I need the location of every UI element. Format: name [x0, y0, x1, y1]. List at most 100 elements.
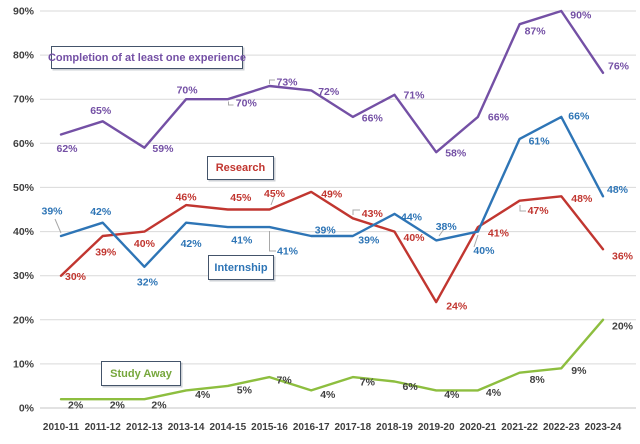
data-label-study-away: 2% [110, 400, 126, 412]
data-label-study-away: 7% [277, 375, 293, 387]
data-label-completion-of-at-least-one-experience: 65% [90, 105, 112, 117]
y-axis-tick-label: 0% [19, 403, 35, 415]
data-label-research: 41% [488, 228, 510, 240]
x-axis-tick-label: 2012-13 [126, 422, 163, 433]
data-label-research: 24% [446, 301, 468, 313]
series-line-study-away [59, 318, 605, 401]
series-label-box-study-away: Study Away [101, 361, 181, 386]
data-label-research: 39% [95, 247, 117, 259]
series-line-internship [59, 115, 605, 268]
data-label-research: 47% [528, 205, 550, 217]
x-axis-tick-label: 2019-20 [418, 422, 455, 433]
data-label-research: 48% [571, 193, 593, 205]
data-label-internship: 32% [137, 276, 159, 288]
x-axis-tick-label: 2013-14 [168, 422, 205, 433]
data-label-completion-of-at-least-one-experience: 76% [608, 60, 630, 72]
data-label-research: 30% [65, 271, 87, 283]
data-label-internship: 38% [436, 221, 458, 233]
data-label-research: 46% [176, 192, 198, 204]
series-label-internship: Internship [214, 261, 268, 274]
x-axis-tick-label: 2018-19 [376, 422, 413, 433]
data-label-completion-of-at-least-one-experience: 90% [570, 10, 592, 22]
data-label-research: 45% [230, 192, 252, 204]
data-label-study-away: 9% [571, 365, 587, 377]
data-label-internship: 39% [315, 225, 337, 237]
data-label-research: 36% [612, 251, 634, 263]
data-label-completion-of-at-least-one-experience: 58% [445, 148, 467, 160]
series-label-completion: Completion of at least one experience [47, 51, 247, 64]
x-axis-tick-label: 2016-17 [293, 422, 330, 433]
y-axis-tick-label: 20% [13, 314, 35, 326]
series-label-research: Research [215, 162, 266, 174]
y-axis-tick-label: 40% [13, 226, 35, 238]
data-label-study-away: 2% [68, 400, 84, 412]
data-label-study-away: 5% [237, 384, 253, 396]
data-label-research: 43% [362, 208, 384, 220]
series-line-completion-of-at-least-one-experience [59, 9, 605, 154]
data-label-research: 40% [134, 238, 156, 250]
series-label-box-internship: Internship [208, 255, 274, 280]
data-label-completion-of-at-least-one-experience: 71% [404, 89, 426, 101]
data-label-internship: 61% [529, 135, 551, 147]
y-axis-tick-label: 80% [13, 50, 35, 62]
data-label-leader-line [473, 234, 479, 248]
data-label-completion-of-at-least-one-experience: 70% [236, 98, 258, 110]
data-label-internship: 40% [473, 245, 495, 257]
data-label-internship: 39% [41, 206, 63, 218]
data-label-internship: 39% [358, 235, 380, 247]
y-axis-tick-label: 30% [13, 270, 35, 282]
data-label-internship: 66% [568, 110, 590, 122]
data-label-completion-of-at-least-one-experience: 87% [525, 26, 547, 38]
x-axis-tick-label: 2022-23 [543, 422, 580, 433]
x-axis-tick-label: 2011-12 [85, 422, 122, 433]
data-label-leader-line [352, 209, 360, 215]
y-axis-tick-label: 90% [13, 6, 35, 18]
series-line-research [59, 190, 605, 304]
x-axis-tick-label: 2010-11 [43, 422, 80, 433]
data-label-completion-of-at-least-one-experience: 59% [152, 143, 174, 155]
data-label-study-away: 4% [444, 389, 460, 401]
data-label-internship: 41% [277, 246, 299, 258]
data-label-leader-line [269, 79, 275, 84]
y-axis-tick-label: 70% [13, 94, 35, 106]
series-label-box-research: Research [207, 156, 274, 180]
data-label-leader-line [228, 101, 234, 106]
y-axis-tick-label: 10% [13, 358, 35, 370]
data-label-leader-line [270, 196, 275, 206]
x-axis-tick-label: 2021-22 [501, 422, 538, 433]
data-label-leader-line [438, 228, 445, 237]
x-axis-tick-label: 2017-18 [334, 422, 371, 433]
data-label-study-away: 8% [530, 374, 546, 386]
data-label-leader-line [269, 231, 276, 252]
data-label-internship: 42% [90, 206, 112, 218]
data-label-completion-of-at-least-one-experience: 62% [56, 143, 78, 155]
data-label-study-away: 4% [486, 387, 502, 399]
data-label-completion-of-at-least-one-experience: 73% [277, 77, 299, 89]
series-label-study-away: Study Away [110, 367, 172, 380]
data-label-internship: 42% [181, 238, 203, 250]
data-label-research: 40% [404, 232, 426, 244]
data-label-research: 45% [264, 188, 286, 200]
data-label-study-away: 6% [403, 381, 419, 393]
data-label-study-away: 4% [195, 389, 211, 401]
x-axis-tick-label: 2014-15 [209, 422, 246, 433]
data-label-study-away: 20% [612, 320, 634, 332]
x-axis-tick-label: 2015-16 [251, 422, 288, 433]
data-label-completion-of-at-least-one-experience: 72% [318, 86, 340, 98]
data-label-research: 49% [321, 188, 343, 200]
data-label-internship: 44% [401, 211, 423, 223]
data-label-completion-of-at-least-one-experience: 70% [177, 85, 199, 97]
data-label-internship: 41% [231, 235, 253, 247]
x-axis-tick-label: 2023-24 [585, 422, 622, 433]
data-label-completion-of-at-least-one-experience: 66% [362, 112, 384, 124]
data-label-internship: 48% [607, 184, 629, 196]
data-label-study-away: 2% [151, 400, 167, 412]
data-label-study-away: 7% [360, 377, 376, 389]
series-label-box-completion: Completion of at least one experience [47, 46, 247, 69]
data-label-leader-line [54, 218, 62, 234]
y-axis-tick-label: 60% [13, 138, 35, 150]
y-axis-tick-label: 50% [13, 182, 35, 194]
data-label-study-away: 4% [320, 389, 336, 401]
data-label-completion-of-at-least-one-experience: 66% [488, 111, 510, 123]
